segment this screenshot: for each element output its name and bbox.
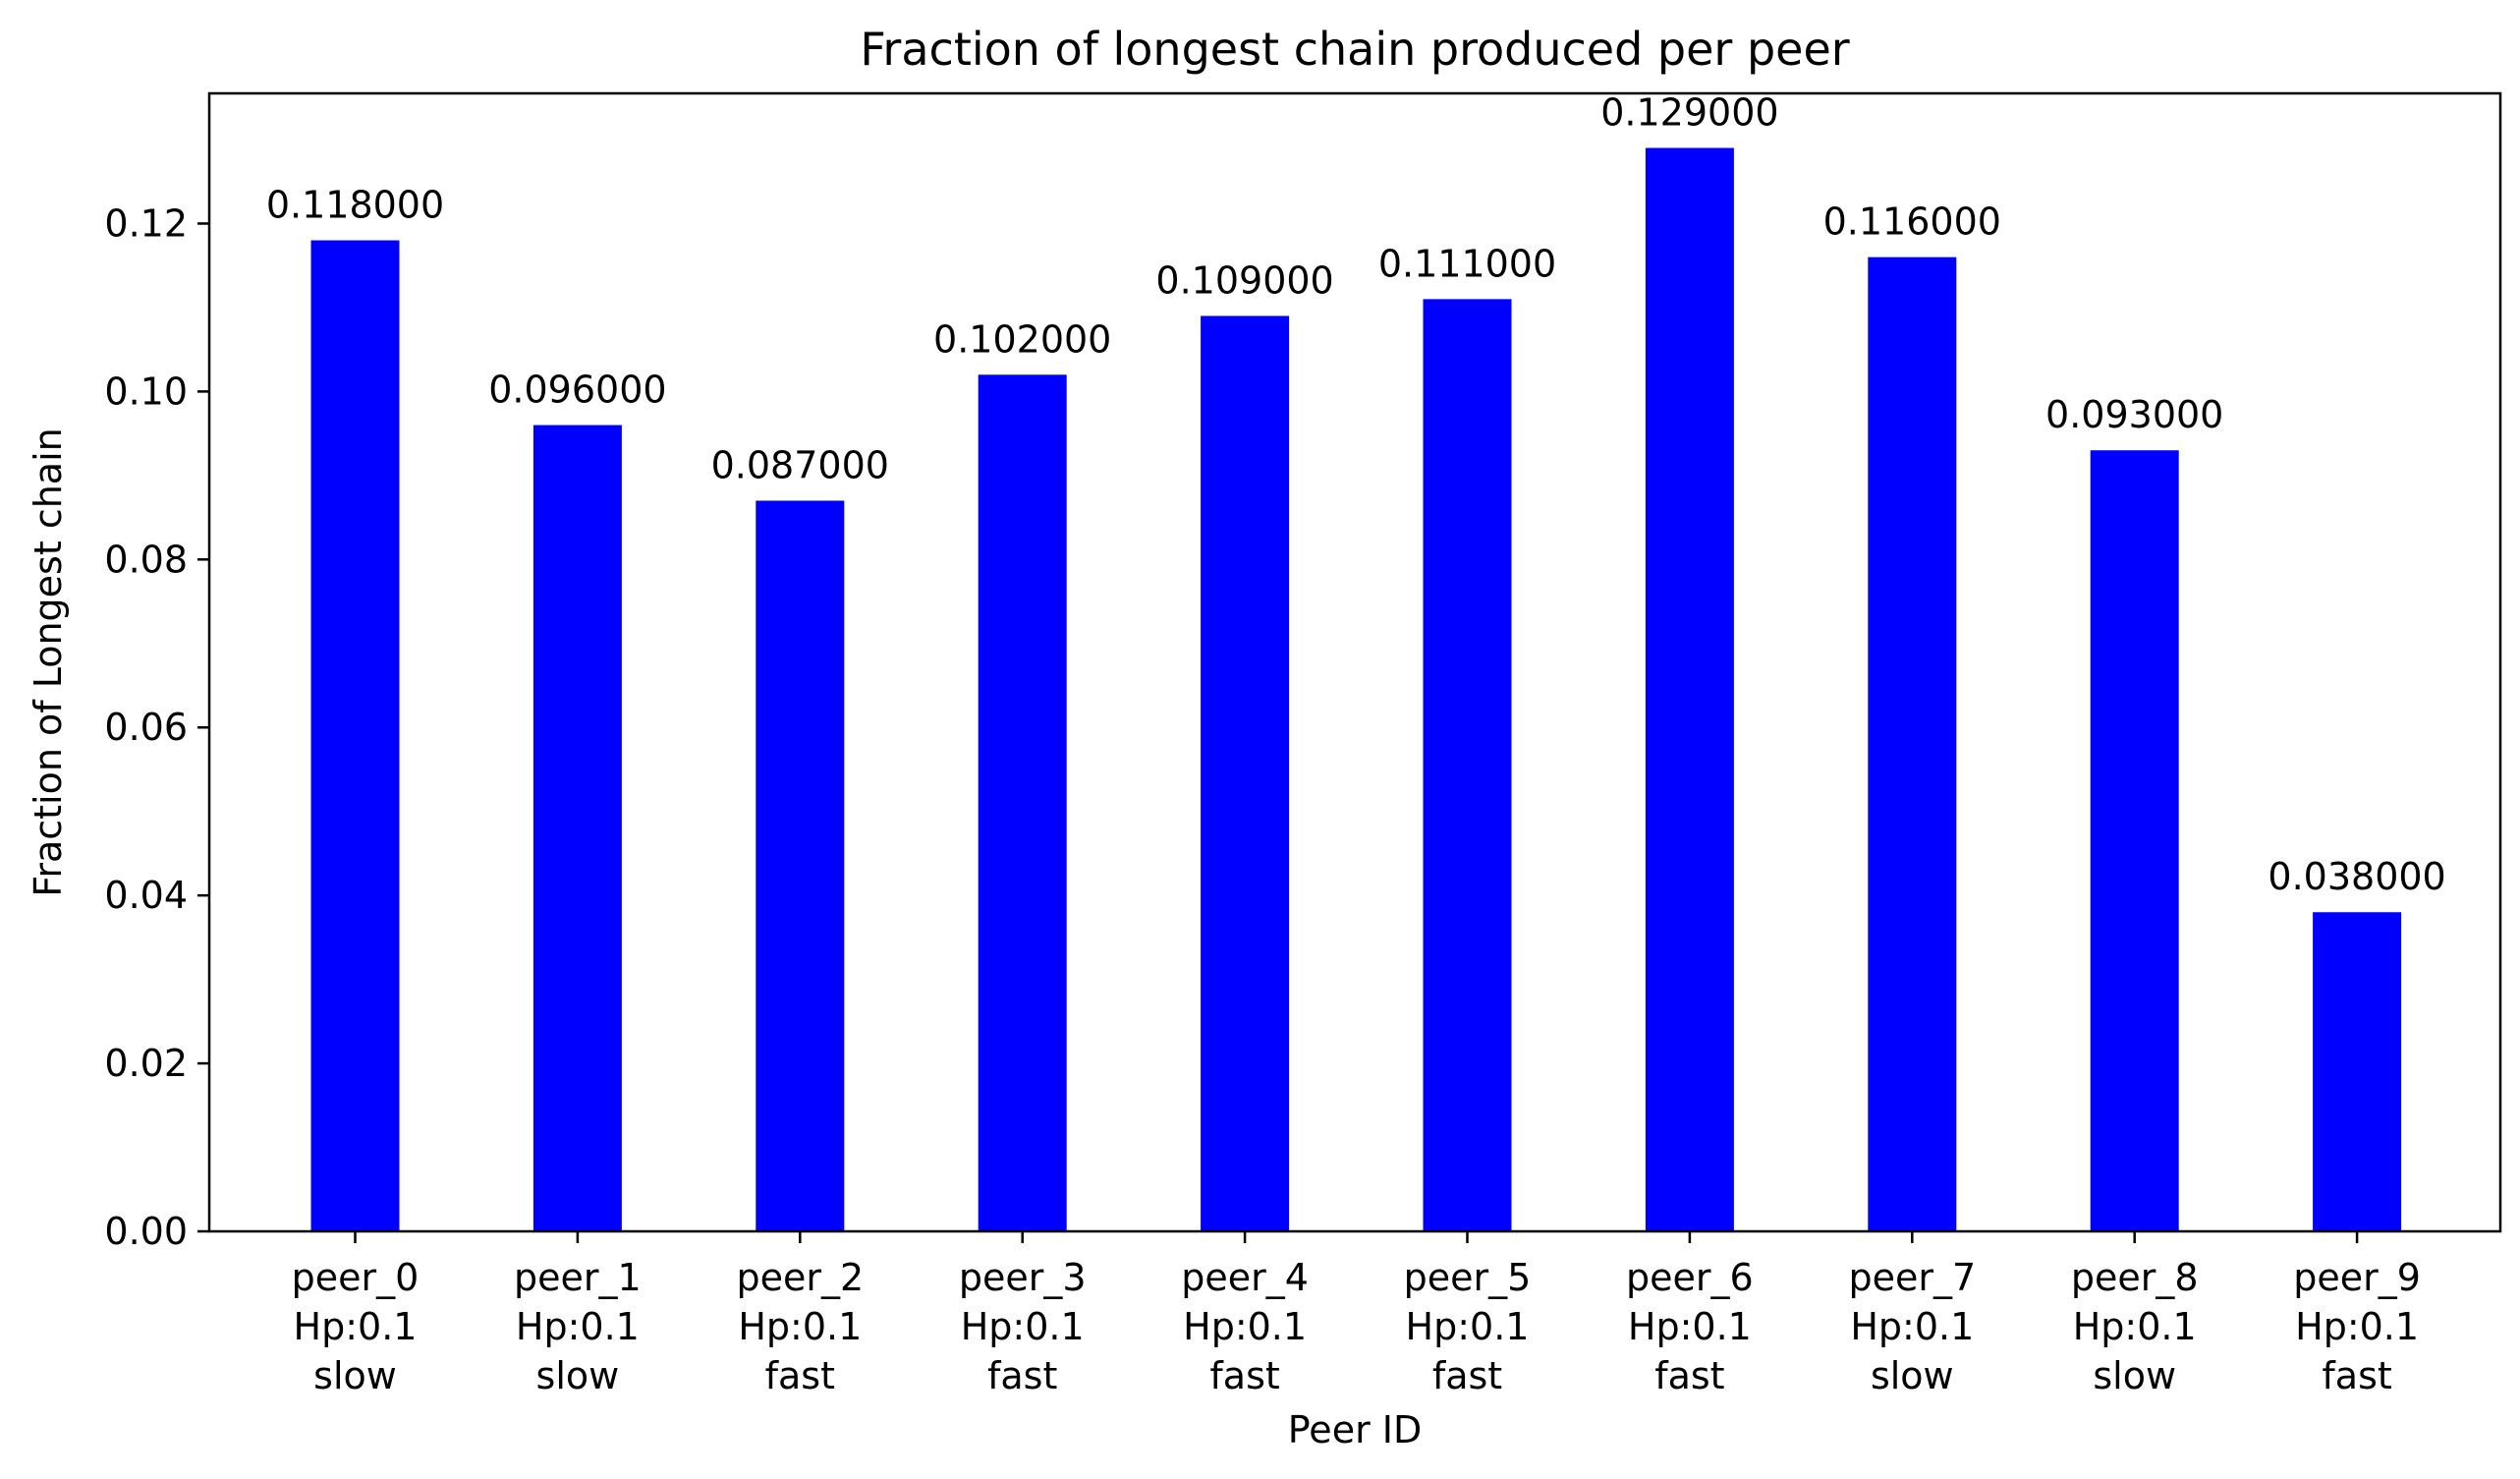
x-tick-label-0: peer_0 Hp:0.1 slow: [292, 1256, 420, 1397]
x-tick-label-8: peer_8 Hp:0.1 slow: [2071, 1256, 2199, 1397]
x-tick-label-line: peer_4: [1181, 1256, 1309, 1299]
x-tick-label-line: slow: [536, 1354, 620, 1397]
x-tick-label-5: peer_5 Hp:0.1 fast: [1404, 1256, 1532, 1397]
bar-1: [532, 425, 622, 1231]
x-tick-label-line: Hp:0.1: [1850, 1305, 1974, 1348]
x-tick-label-3: peer_3 Hp:0.1 fast: [959, 1256, 1087, 1397]
y-tick-label-2: 0.04: [104, 874, 188, 917]
x-tick-label-line: Hp:0.1: [961, 1305, 1085, 1348]
bar-value-label-3: 0.102000: [933, 317, 1111, 361]
x-tick-label-line: Hp:0.1: [1406, 1305, 1530, 1348]
x-tick-label-line: peer_6: [1626, 1256, 1754, 1299]
x-tick-label-line: peer_1: [514, 1256, 642, 1299]
bars-layer: [310, 147, 2402, 1232]
x-tick-label-line: Hp:0.1: [738, 1305, 862, 1348]
x-tick-label-line: Hp:0.1: [516, 1305, 640, 1348]
x-tick-label-6: peer_6 Hp:0.1 fast: [1626, 1256, 1754, 1397]
bar-9: [2313, 912, 2402, 1231]
x-tick-label-line: Hp:0.1: [294, 1305, 418, 1348]
x-tick-label-line: peer_2: [736, 1256, 864, 1299]
bar-value-label-1: 0.096000: [488, 369, 666, 412]
x-tick-label-line: Hp:0.1: [2073, 1305, 2197, 1348]
bar-value-label-2: 0.087000: [711, 443, 889, 486]
chart-title: Fraction of longest chain produced per p…: [860, 23, 1849, 76]
y-tick-label-6: 0.12: [104, 201, 188, 245]
x-axis-label: Peer ID: [1288, 1408, 1423, 1451]
y-tick-label-4: 0.08: [104, 538, 188, 581]
bar-value-label-7: 0.116000: [1823, 200, 2001, 244]
x-tick-label-line: slow: [1871, 1354, 1954, 1397]
plot-area-frame: [207, 91, 2502, 1233]
x-tick-label-line: peer_9: [2293, 1256, 2421, 1299]
x-tick-label-line: fast: [987, 1354, 1057, 1397]
bar-value-label-6: 0.129000: [1600, 91, 1778, 135]
x-tick-label-line: fast: [765, 1354, 835, 1397]
x-tick-label-line: Hp:0.1: [1183, 1305, 1307, 1348]
x-tick-label-7: peer_7 Hp:0.1 slow: [1848, 1256, 1976, 1397]
y-axis: 0.00 0.02 0.04 0.06 0.08 0.10 0.12: [104, 201, 209, 1253]
bar-2: [756, 500, 845, 1232]
bar-value-label-5: 0.111000: [1378, 242, 1556, 285]
x-tick-label-1: peer_1 Hp:0.1 slow: [514, 1256, 642, 1397]
bar-value-label-4: 0.109000: [1155, 258, 1333, 302]
y-axis-label: Fraction of Longest chain: [27, 427, 70, 897]
x-tick-label-line: fast: [2322, 1354, 2391, 1397]
x-tick-label-line: slow: [313, 1354, 397, 1397]
y-tick-label-5: 0.10: [104, 370, 188, 413]
y-tick-label-1: 0.02: [104, 1042, 188, 1085]
bar-7: [1868, 256, 1957, 1232]
x-tick-label-line: Hp:0.1: [1628, 1305, 1752, 1348]
x-tick-label-line: fast: [1209, 1354, 1279, 1397]
value-labels-layer: 0.118000 0.096000 0.087000 0.102000 0.109000…: [266, 91, 2446, 899]
x-tick-label-line: peer_8: [2071, 1256, 2199, 1299]
bar-value-label-0: 0.118000: [266, 184, 444, 227]
x-tick-label-line: peer_5: [1404, 1256, 1532, 1299]
bar-5: [1423, 299, 1512, 1231]
bar-value-label-8: 0.093000: [2045, 393, 2223, 436]
bar-6: [1645, 147, 1734, 1232]
x-tick-label-line: fast: [1654, 1354, 1724, 1397]
x-axis: peer_0 Hp:0.1 slow peer_1 Hp:0.1 slow peer_2 Hp…: [292, 1231, 2421, 1397]
y-tick-label-3: 0.06: [104, 706, 188, 749]
x-tick-label-4: peer_4 Hp:0.1 fast: [1181, 1256, 1309, 1397]
x-tick-label-9: peer_9 Hp:0.1 fast: [2293, 1256, 2421, 1397]
y-tick-label-0: 0.00: [104, 1210, 188, 1253]
bar-8: [2090, 450, 2179, 1231]
bar-3: [978, 374, 1067, 1232]
x-tick-label-line: slow: [2093, 1354, 2176, 1397]
bar-value-label-9: 0.038000: [2268, 855, 2445, 898]
x-tick-label-line: fast: [1432, 1354, 1502, 1397]
x-tick-label-2: peer_2 Hp:0.1 fast: [736, 1256, 864, 1397]
x-tick-label-line: Hp:0.1: [2295, 1305, 2419, 1348]
x-tick-label-line: peer_0: [292, 1256, 420, 1299]
bar-0: [310, 240, 400, 1231]
x-tick-label-line: peer_7: [1848, 1256, 1976, 1299]
bar-4: [1201, 315, 1290, 1232]
x-tick-label-line: peer_3: [959, 1256, 1087, 1299]
